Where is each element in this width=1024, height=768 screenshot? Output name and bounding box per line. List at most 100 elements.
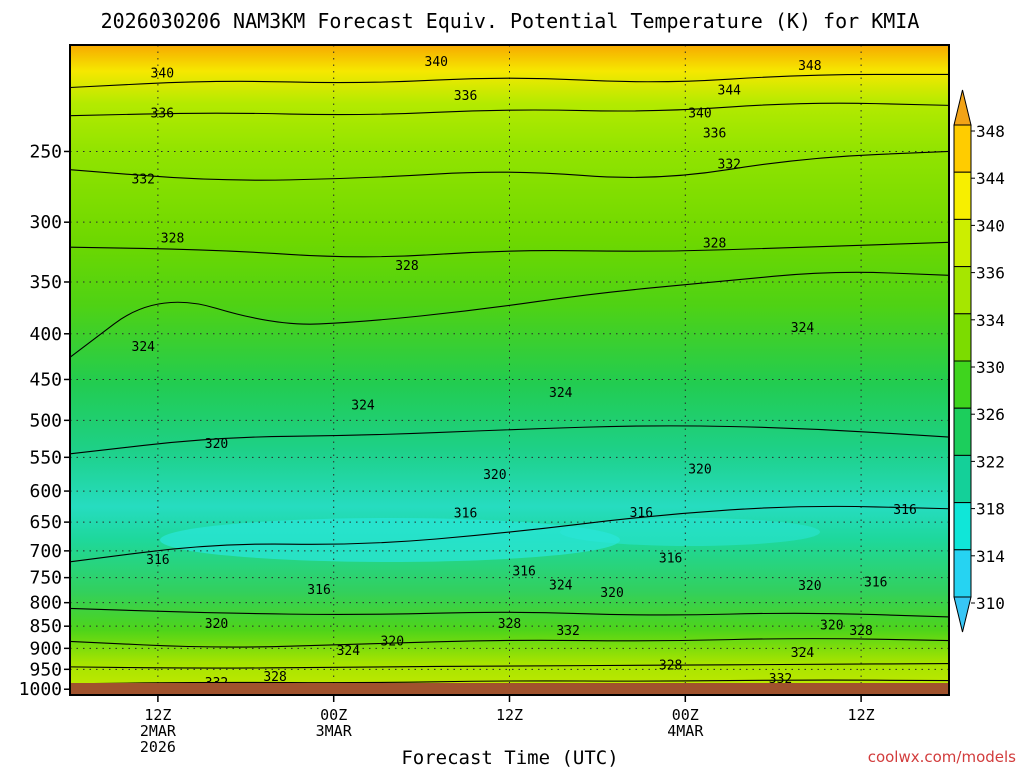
colorbar-bottom-arrow — [953, 596, 972, 633]
y-tick-label: 600 — [29, 481, 62, 502]
contour-label: 316 — [893, 503, 916, 518]
contour-label: 336 — [454, 89, 477, 104]
contour-label: 316 — [307, 583, 330, 598]
contour-label: 320 — [798, 579, 821, 594]
colorbar-box — [953, 454, 972, 504]
x-tick-label: 12Z — [144, 706, 171, 724]
contour-label: 336 — [703, 126, 726, 141]
colorbar-box — [953, 549, 972, 598]
contour-label: 324 — [132, 340, 156, 355]
y-tick-label: 1000 — [19, 679, 62, 700]
colorbar-top-arrow — [953, 89, 972, 126]
contour-label: 324 — [791, 646, 815, 661]
contour-label: 328 — [395, 259, 418, 274]
y-tick-label: 550 — [29, 447, 62, 468]
grid-lines — [70, 45, 949, 695]
contour-label: 332 — [556, 624, 579, 639]
isotherm-320 — [69, 425, 950, 455]
contour-label: 316 — [146, 553, 169, 568]
isotherm-324 — [69, 638, 950, 648]
y-tick-label: 800 — [29, 593, 62, 614]
colorbar-level-label: 348 — [976, 122, 1005, 141]
colorbar-box — [953, 502, 972, 551]
contour-label: 336 — [151, 106, 174, 121]
colorbar-level-label: 340 — [976, 216, 1005, 235]
contour-label: 328 — [263, 670, 286, 685]
colorbar-box — [953, 124, 972, 173]
ground-strip — [70, 683, 949, 695]
contour-label: 316 — [512, 564, 535, 579]
contour-label: 324 — [791, 321, 815, 336]
contour-label: 328 — [703, 236, 726, 251]
contour-label: 344 — [718, 83, 742, 98]
y-tick-label: 250 — [29, 141, 62, 162]
colorbar-level-label: 336 — [976, 264, 1005, 283]
colorbar-box — [953, 218, 972, 268]
contour-label: 324 — [549, 386, 573, 401]
contour-label: 328 — [161, 231, 184, 246]
colorbar-level-label: 326 — [976, 405, 1005, 424]
y-tick-label: 500 — [29, 410, 62, 431]
colorbar-box — [953, 171, 972, 220]
colorbar-level-label: 310 — [976, 594, 1005, 613]
contour-labels: 340 340 348 336 336 344 340 336 332 332 328 328 328 3… — [132, 55, 917, 691]
x-axis-label: Forecast Time (UTC) — [401, 747, 618, 768]
contour-label: 320 — [205, 617, 228, 632]
colorbar-box — [953, 266, 972, 315]
contour-label: 320 — [688, 462, 711, 477]
mid-level-cool-pocket-east — [560, 518, 820, 546]
colorbar-level-label: 334 — [976, 311, 1005, 330]
contour-label: 340 — [425, 55, 448, 70]
y-tick-label: 750 — [29, 568, 62, 589]
y-tick-label: 950 — [29, 659, 62, 680]
mid-level-cool-pocket — [160, 518, 620, 562]
contour-label: 320 — [600, 586, 623, 601]
isotherm-336 — [69, 102, 950, 117]
isotherm-324 — [69, 271, 950, 358]
y-tick-label: 450 — [29, 369, 62, 390]
isotherm-332 — [69, 679, 950, 685]
isotherm-328 — [69, 663, 950, 669]
contour-label: 348 — [798, 59, 821, 74]
isotherm-316 — [69, 505, 950, 563]
colorbar-level-label: 330 — [976, 358, 1005, 377]
contour-label: 316 — [454, 506, 477, 521]
contour-label: 324 — [351, 399, 375, 414]
credit-text: coolwx.com/models — [867, 748, 1016, 766]
colorbar-level-label: 344 — [976, 169, 1005, 188]
colorbar-level-label: 322 — [976, 452, 1005, 471]
contour-label: 320 — [820, 618, 843, 633]
isotherm-lines — [69, 73, 950, 685]
chart-title: 2026030206 NAM3KM Forecast Equiv. Potent… — [101, 9, 920, 33]
colorbar-box — [953, 360, 972, 409]
x-tick-label: 12Z — [848, 706, 875, 724]
y-tick-label: 850 — [29, 616, 62, 637]
contour-label: 340 — [151, 67, 174, 82]
colorbar-level-label: 318 — [976, 500, 1005, 519]
y-tick-label: 350 — [29, 272, 62, 293]
x-tick-label: 00Z — [672, 706, 699, 724]
isotherm-328 — [69, 241, 950, 258]
contour-label: 320 — [483, 468, 506, 483]
contour-label: 332 — [132, 172, 155, 187]
x-tick-label: 4MAR — [667, 722, 704, 740]
contour-label: 320 — [205, 437, 228, 452]
contour-label: 328 — [498, 617, 521, 632]
contour-label: 324 — [337, 644, 361, 659]
x-tick-label: 12Z — [496, 706, 523, 724]
contour-label: 316 — [630, 506, 653, 521]
contour-label: 316 — [659, 551, 682, 566]
contour-label: 320 — [381, 635, 404, 650]
y-tick-label: 400 — [29, 324, 62, 345]
isotherm-320 — [69, 607, 950, 618]
colorbar-box — [953, 407, 972, 456]
y-tick-label: 650 — [29, 512, 62, 533]
y-axis: 2503003504004505005506006507007508008509… — [19, 141, 70, 700]
colorbar: 348 344 340 336 334 330 326 322 318 314 310 — [953, 89, 1005, 633]
contour-label: 324 — [549, 578, 573, 593]
contour-label: 328 — [849, 624, 872, 639]
contour-label: 328 — [659, 658, 682, 673]
isotherm-332 — [69, 150, 950, 181]
colorbar-level-label: 314 — [976, 547, 1005, 566]
